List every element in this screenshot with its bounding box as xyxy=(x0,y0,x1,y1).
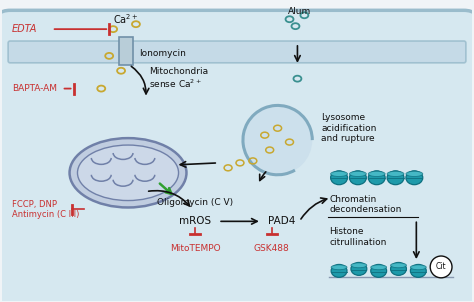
Text: FCCP, DNP
Antimycin (C III): FCCP, DNP Antimycin (C III) xyxy=(12,200,80,219)
Ellipse shape xyxy=(391,263,406,268)
Ellipse shape xyxy=(331,265,347,277)
Text: BAPTA-AM: BAPTA-AM xyxy=(12,84,57,93)
Text: Histone
citrullination: Histone citrullination xyxy=(329,227,386,247)
Text: Oligomycin (C V): Oligomycin (C V) xyxy=(157,198,234,207)
Ellipse shape xyxy=(387,171,404,176)
Ellipse shape xyxy=(70,138,186,207)
Ellipse shape xyxy=(351,263,367,268)
Ellipse shape xyxy=(410,265,426,270)
FancyBboxPatch shape xyxy=(0,10,474,302)
Ellipse shape xyxy=(349,171,366,185)
Text: Mitochondria
sense Ca$^{2+}$: Mitochondria sense Ca$^{2+}$ xyxy=(149,67,208,90)
Text: Lysosome
acidification
and rupture: Lysosome acidification and rupture xyxy=(321,113,377,143)
Text: MitoTEMPO: MitoTEMPO xyxy=(170,244,221,253)
Ellipse shape xyxy=(391,262,406,275)
Ellipse shape xyxy=(410,265,426,277)
Ellipse shape xyxy=(371,265,387,277)
Ellipse shape xyxy=(351,262,367,275)
Text: Alum: Alum xyxy=(288,7,311,16)
Text: mROS: mROS xyxy=(179,216,211,226)
Ellipse shape xyxy=(331,171,347,185)
Text: EDTA: EDTA xyxy=(12,24,37,34)
Bar xyxy=(119,37,133,65)
FancyBboxPatch shape xyxy=(8,41,466,63)
Ellipse shape xyxy=(77,145,179,201)
Text: PAD4: PAD4 xyxy=(268,216,295,226)
Text: Cit: Cit xyxy=(436,262,447,271)
Ellipse shape xyxy=(387,171,404,185)
Ellipse shape xyxy=(331,171,347,176)
Ellipse shape xyxy=(406,171,423,176)
Ellipse shape xyxy=(368,171,385,185)
Ellipse shape xyxy=(243,105,312,175)
Ellipse shape xyxy=(368,171,385,176)
Ellipse shape xyxy=(331,265,347,270)
Text: Ionomycin: Ionomycin xyxy=(139,50,186,58)
Ellipse shape xyxy=(349,171,366,176)
Text: Chromatin
decondensation: Chromatin decondensation xyxy=(329,195,401,214)
Circle shape xyxy=(430,256,452,278)
Text: Ca$^{2+}$: Ca$^{2+}$ xyxy=(113,12,139,26)
Text: GSK488: GSK488 xyxy=(254,244,290,253)
Ellipse shape xyxy=(371,265,387,270)
Ellipse shape xyxy=(406,171,423,185)
